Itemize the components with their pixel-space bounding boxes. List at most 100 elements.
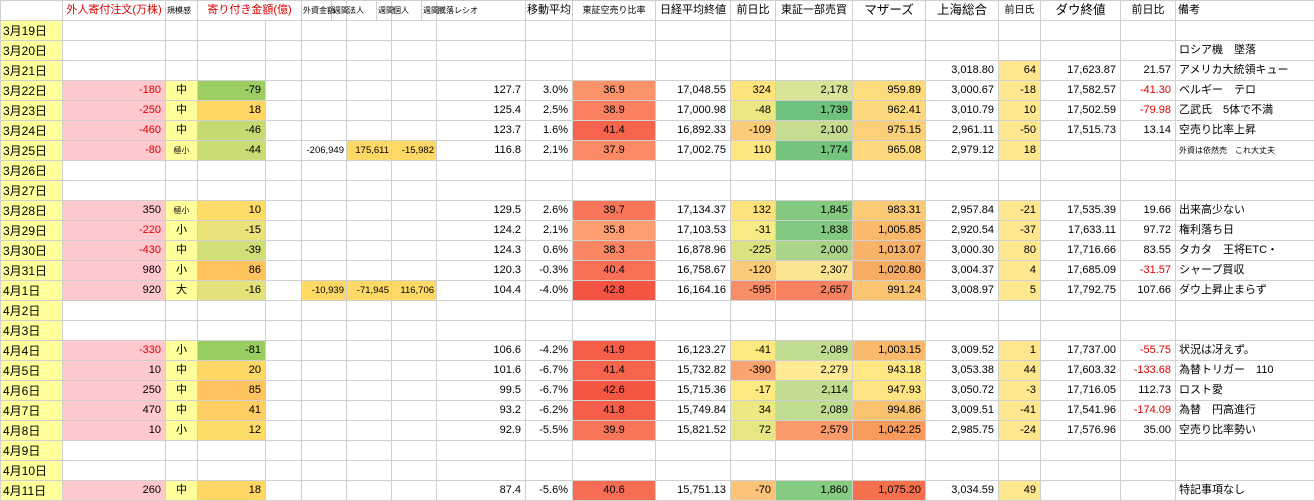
cell-tse-volume[interactable] <box>776 461 853 481</box>
cell-opening-amount[interactable]: 20 <box>198 361 266 381</box>
cell-corporate[interactable] <box>347 41 392 61</box>
header-dow-close[interactable]: ダウ終値 <box>1041 1 1121 21</box>
cell-tse-volume[interactable] <box>776 21 853 41</box>
cell-dow-change[interactable]: 21.57 <box>1121 61 1176 81</box>
cell-updown-ratio[interactable]: 116.8 <box>437 141 526 161</box>
cell-corporate[interactable] <box>347 421 392 441</box>
date-cell[interactable]: 4月1日 <box>1 281 63 301</box>
cell-moving-average[interactable] <box>526 61 573 81</box>
cell-shanghai[interactable]: 3,009.52 <box>926 341 999 361</box>
cell-spacer[interactable] <box>266 21 302 41</box>
cell-updown-ratio[interactable]: 124.3 <box>437 241 526 261</box>
cell-nikkei-close[interactable]: 16,123.27 <box>656 341 731 361</box>
cell-order-size[interactable] <box>166 21 198 41</box>
cell-moving-average[interactable] <box>526 161 573 181</box>
cell-order-size[interactable]: 中 <box>166 241 198 261</box>
cell-foreign-orders[interactable]: 10 <box>63 421 166 441</box>
cell-nikkei-close[interactable]: 15,732.82 <box>656 361 731 381</box>
cell-corporate[interactable] <box>347 101 392 121</box>
cell-shanghai-change[interactable]: 10 <box>999 101 1041 121</box>
cell-nikkei-change[interactable] <box>731 461 776 481</box>
cell-individual[interactable] <box>392 341 437 361</box>
cell-short-sell-ratio[interactable] <box>573 461 656 481</box>
cell-remarks[interactable] <box>1176 161 1314 181</box>
cell-foreign-amount[interactable]: -10,939 <box>302 281 347 301</box>
cell-foreign-amount[interactable] <box>302 301 347 321</box>
cell-foreign-orders[interactable]: -250 <box>63 101 166 121</box>
cell-short-sell-ratio[interactable]: 42.8 <box>573 281 656 301</box>
cell-shanghai[interactable] <box>926 301 999 321</box>
cell-shanghai[interactable] <box>926 21 999 41</box>
cell-remarks[interactable] <box>1176 301 1314 321</box>
cell-tse-volume[interactable] <box>776 181 853 201</box>
cell-remarks[interactable]: 為替 円高進行 <box>1176 401 1314 421</box>
cell-short-sell-ratio[interactable]: 41.4 <box>573 121 656 141</box>
cell-corporate[interactable] <box>347 161 392 181</box>
cell-foreign-orders[interactable]: 10 <box>63 361 166 381</box>
cell-nikkei-close[interactable] <box>656 301 731 321</box>
cell-shanghai[interactable]: 3,000.67 <box>926 81 999 101</box>
cell-dow-close[interactable]: 17,737.00 <box>1041 341 1121 361</box>
cell-opening-amount[interactable]: 10 <box>198 201 266 221</box>
cell-tse-volume[interactable]: 2,089 <box>776 341 853 361</box>
cell-dow-close[interactable] <box>1041 141 1121 161</box>
header-opening-amount[interactable]: 寄り付き金額(億) <box>198 1 302 21</box>
header-weekly-2[interactable]: 週間 <box>377 1 392 21</box>
cell-shanghai[interactable]: 3,050.72 <box>926 381 999 401</box>
cell-mothers[interactable]: 1,003.15 <box>853 341 926 361</box>
header-order-size[interactable]: 規模感 <box>166 1 198 21</box>
header-moving-average[interactable]: 移動平均 <box>526 1 573 21</box>
cell-updown-ratio[interactable]: 93.2 <box>437 401 526 421</box>
date-cell[interactable]: 3月23日 <box>1 101 63 121</box>
cell-individual[interactable] <box>392 161 437 181</box>
date-cell[interactable]: 3月26日 <box>1 161 63 181</box>
cell-mothers[interactable] <box>853 301 926 321</box>
header-updown-ratio[interactable]: 騰落レシオ <box>437 1 526 21</box>
cell-nikkei-close[interactable]: 16,878.96 <box>656 241 731 261</box>
header-foreign-open-orders[interactable]: 外人寄付注文(万株) <box>63 1 166 21</box>
cell-nikkei-close[interactable]: 17,002.75 <box>656 141 731 161</box>
cell-updown-ratio[interactable] <box>437 461 526 481</box>
cell-shanghai[interactable] <box>926 181 999 201</box>
cell-short-sell-ratio[interactable] <box>573 321 656 341</box>
cell-nikkei-close[interactable]: 15,751.13 <box>656 481 731 501</box>
cell-shanghai[interactable]: 3,034.59 <box>926 481 999 501</box>
date-cell[interactable]: 4月6日 <box>1 381 63 401</box>
cell-corporate[interactable] <box>347 401 392 421</box>
cell-nikkei-close[interactable]: 15,715.36 <box>656 381 731 401</box>
cell-mothers[interactable] <box>853 21 926 41</box>
cell-spacer[interactable] <box>266 341 302 361</box>
cell-tse-volume[interactable]: 1,860 <box>776 481 853 501</box>
cell-opening-amount[interactable]: -15 <box>198 221 266 241</box>
cell-dow-close[interactable]: 17,716.05 <box>1041 381 1121 401</box>
cell-short-sell-ratio[interactable] <box>573 21 656 41</box>
cell-shanghai-change[interactable]: -37 <box>999 221 1041 241</box>
cell-individual[interactable] <box>392 441 437 461</box>
cell-mothers[interactable]: 1,013.07 <box>853 241 926 261</box>
cell-spacer[interactable] <box>266 401 302 421</box>
cell-foreign-orders[interactable] <box>63 441 166 461</box>
cell-nikkei-close[interactable]: 15,821.52 <box>656 421 731 441</box>
cell-updown-ratio[interactable]: 124.2 <box>437 221 526 241</box>
cell-opening-amount[interactable]: 12 <box>198 421 266 441</box>
cell-updown-ratio[interactable] <box>437 441 526 461</box>
cell-dow-close[interactable] <box>1041 481 1121 501</box>
cell-moving-average[interactable]: -6.2% <box>526 401 573 421</box>
cell-tse-volume[interactable]: 2,000 <box>776 241 853 261</box>
cell-spacer[interactable] <box>266 181 302 201</box>
date-cell[interactable]: 4月7日 <box>1 401 63 421</box>
cell-tse-volume[interactable]: 2,307 <box>776 261 853 281</box>
cell-tse-volume[interactable]: 2,279 <box>776 361 853 381</box>
cell-shanghai-change[interactable]: -50 <box>999 121 1041 141</box>
cell-dow-close[interactable]: 17,603.32 <box>1041 361 1121 381</box>
cell-order-size[interactable] <box>166 321 198 341</box>
cell-tse-volume[interactable]: 1,739 <box>776 101 853 121</box>
header-blank-cell[interactable] <box>1 1 63 21</box>
cell-moving-average[interactable] <box>526 461 573 481</box>
cell-individual[interactable] <box>392 461 437 481</box>
cell-nikkei-close[interactable]: 17,048.55 <box>656 81 731 101</box>
cell-updown-ratio[interactable]: 99.5 <box>437 381 526 401</box>
cell-nikkei-close[interactable] <box>656 321 731 341</box>
cell-order-size[interactable] <box>166 41 198 61</box>
cell-nikkei-close[interactable] <box>656 161 731 181</box>
